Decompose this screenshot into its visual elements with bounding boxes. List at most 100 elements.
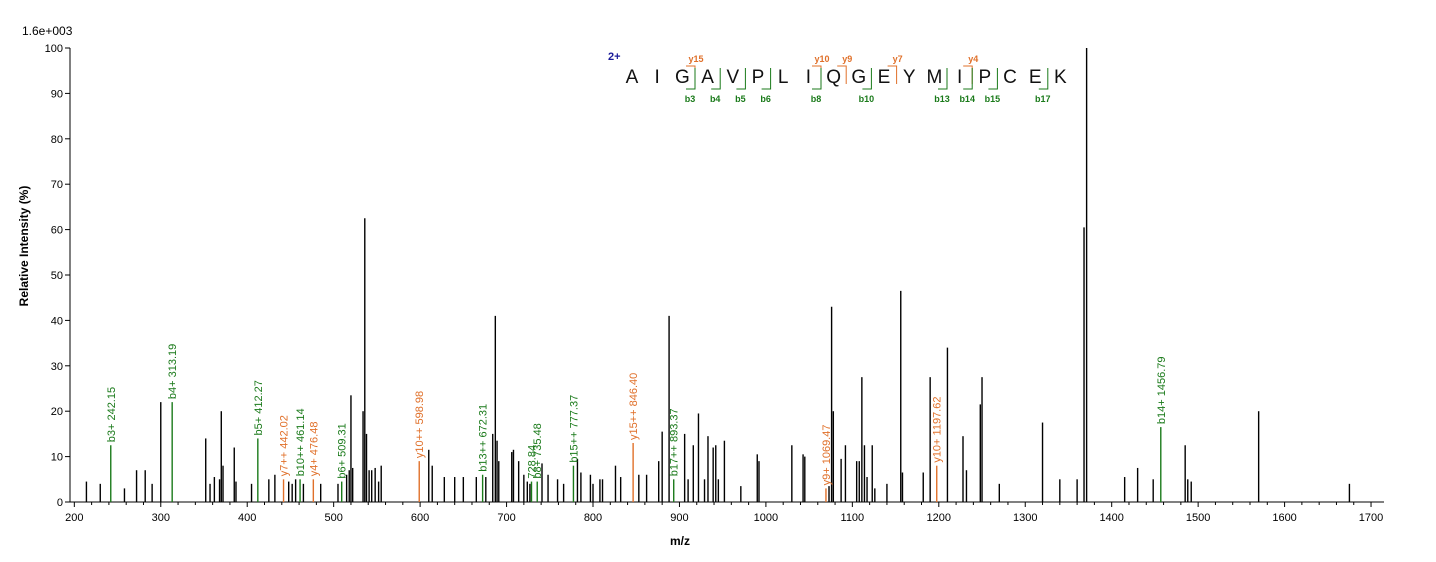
x-tick-label: 1500: [1186, 512, 1210, 524]
b-ion-bracket: [686, 68, 696, 90]
residue: A: [626, 67, 639, 88]
b-ion-label: b10: [859, 94, 875, 104]
x-tick-label: 200: [65, 512, 83, 524]
residue: E: [878, 67, 891, 88]
y-tick-label: 80: [51, 134, 63, 146]
b-ion-bracket: [1038, 68, 1049, 90]
b-ion-label: b5: [735, 94, 746, 104]
y-axis-title: Relative Intensity (%): [17, 186, 31, 307]
x-tick-label: 1700: [1359, 512, 1383, 524]
peak-label: y4+ 476.48: [308, 422, 320, 477]
x-tick-label: 900: [670, 512, 688, 524]
residue: G: [675, 67, 690, 88]
residue: M: [926, 67, 942, 88]
x-tick-label: 400: [238, 512, 256, 524]
x-tick-label: 500: [324, 512, 342, 524]
y-ion-label: y9: [842, 54, 852, 64]
x-tick-label: 1100: [841, 512, 865, 524]
peak-label: b15++ 777.37: [568, 395, 580, 463]
peak-label: y10++ 598.98: [414, 391, 426, 458]
residue: A: [701, 67, 714, 88]
peak-label: y15++ 846.40: [628, 373, 640, 440]
b-ion-label: b17: [1035, 94, 1051, 104]
peak-label: b13++ 672.31: [478, 404, 490, 472]
x-tick-label: 1000: [754, 512, 778, 524]
residue: P: [752, 67, 765, 88]
peak-label: y7++ 442.02: [279, 415, 291, 476]
residue: G: [851, 67, 866, 88]
peak-label: b3+ 242.15: [106, 387, 118, 442]
residue: I: [957, 67, 962, 88]
y-tick-label: 10: [51, 452, 63, 464]
y-ion-label: y10: [814, 54, 829, 64]
b-ion-label: b13: [934, 94, 950, 104]
axes: 0 10 20 30 40 50 60 70 80 90 100 200 300 400 500 600 700…: [45, 43, 1384, 524]
residue: V: [726, 67, 739, 88]
y-ion-bracket: [812, 65, 822, 84]
b-ion-label: b3: [685, 94, 696, 104]
y-ion-label: y7: [893, 54, 903, 64]
intensity-scale-label: 1.6e+003: [22, 24, 73, 38]
b-ion-bracket: [862, 68, 872, 90]
b-ion-bracket: [963, 68, 973, 90]
peak-label: y10+ 1197.62: [932, 397, 944, 463]
residue: I: [655, 67, 660, 88]
charge-state: 2+: [608, 51, 621, 63]
residue: C: [1003, 67, 1017, 88]
residue: L: [778, 67, 789, 88]
peak-label: b6+ 509.31: [337, 423, 349, 478]
peak-label: b10++ 461.14: [295, 408, 307, 476]
y-ion-bracket: [837, 65, 847, 84]
residue: Y: [903, 67, 916, 88]
residue: P: [978, 67, 991, 88]
residue: Q: [826, 67, 841, 88]
b-ion-label: b8: [811, 94, 822, 104]
x-tick-label: 700: [497, 512, 515, 524]
y-tick-label: 20: [51, 406, 63, 418]
y-tick-label: 60: [51, 225, 63, 237]
y-ion-label: y4: [968, 54, 978, 64]
peak-label: b14+ 1456.79: [1156, 356, 1168, 424]
peaks: [85, 48, 1351, 502]
x-tick-label: 1300: [1013, 512, 1037, 524]
peak-label: y9+ 1069.47: [821, 425, 833, 486]
x-tick-label: 1600: [1272, 512, 1296, 524]
y-tick-label: 90: [51, 88, 63, 100]
y-tick-label: 70: [51, 179, 63, 191]
y-tick-label: 0: [57, 497, 63, 509]
b-ion-bracket: [938, 68, 948, 90]
peak-label: b8+ 735.48: [532, 423, 544, 478]
x-tick-label: 300: [152, 512, 170, 524]
x-axis-title: m/z: [670, 534, 690, 548]
peak-label: b4+ 313.19: [167, 344, 179, 399]
y-ion-label: y15: [688, 54, 703, 64]
peak-label: b5+ 412.27: [253, 380, 265, 435]
b-ion-bracket: [761, 68, 772, 90]
b-ion-label: b14: [959, 94, 975, 104]
peak-annotations: b3+ 242.15 b4+ 313.19 b5+ 412.27 y7++ 442.0…: [106, 344, 1168, 502]
b-ion-bracket: [711, 68, 721, 90]
y-tick-label: 40: [51, 315, 63, 327]
y-tick-label: 50: [51, 270, 63, 282]
peak-label: b17++ 893.37: [669, 408, 681, 476]
b-ion-bracket: [736, 68, 746, 90]
x-tick-label: 1400: [1099, 512, 1123, 524]
b-ion-label: b6: [760, 94, 771, 104]
b-ion-bracket: [812, 68, 822, 90]
residue: E: [1029, 67, 1042, 88]
residue: I: [806, 67, 811, 88]
y-ion-bracket: [963, 65, 973, 84]
y-tick-label: 30: [51, 361, 63, 373]
x-tick-label: 800: [584, 512, 602, 524]
b-ion-label: b4: [710, 94, 721, 104]
residue: K: [1054, 67, 1067, 88]
x-tick-label: 600: [411, 512, 429, 524]
x-tick-label: 1200: [927, 512, 951, 524]
y-tick-label: 100: [45, 43, 63, 55]
b-ion-bracket: [988, 68, 998, 90]
y-ion-bracket: [887, 65, 898, 84]
b-ion-label: b15: [985, 94, 1001, 104]
peak-label: 728.84: [526, 445, 538, 479]
